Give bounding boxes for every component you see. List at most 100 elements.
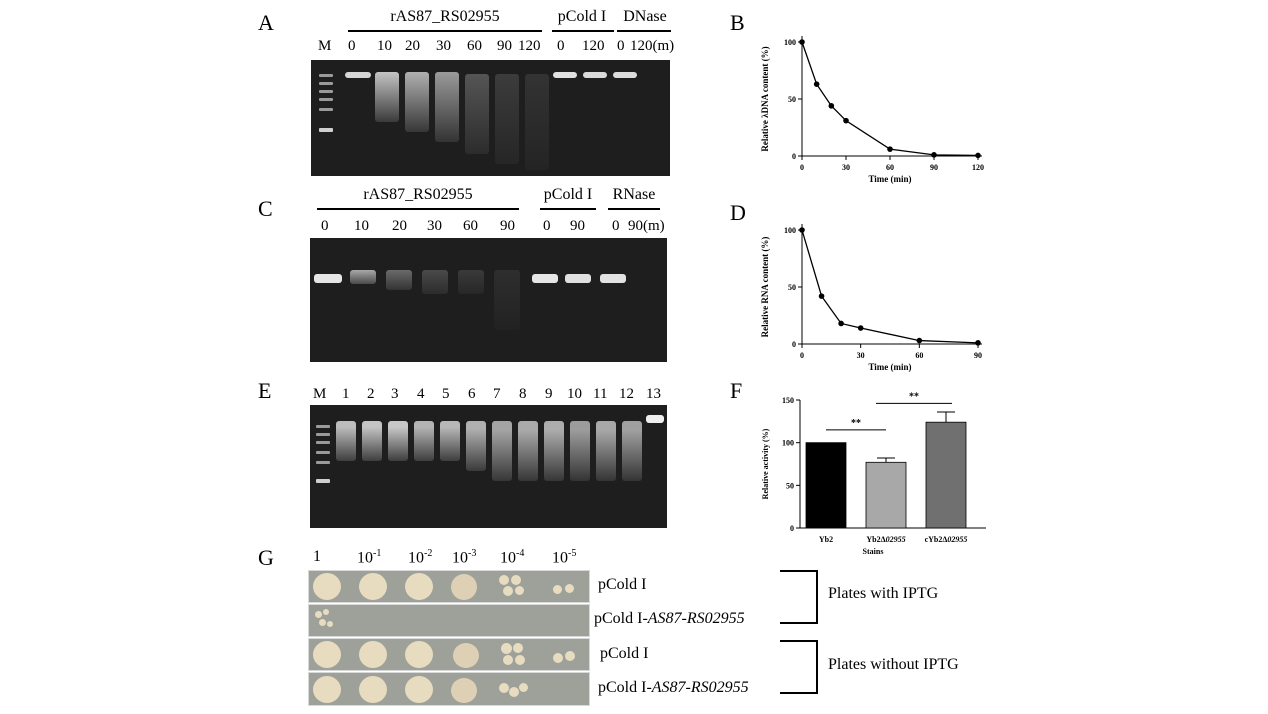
lane-label: 13 (646, 386, 661, 402)
data-point (818, 293, 825, 299)
data-point (916, 337, 923, 344)
x-tick-label: 120 (972, 163, 984, 172)
lane-label: 90 (500, 218, 515, 234)
y-tick-label: 100 (782, 439, 794, 448)
group-bar (540, 208, 596, 210)
group-bar (348, 30, 542, 32)
group-header-ras87: rAS87_RS02955 (390, 8, 500, 25)
data-point (975, 152, 981, 159)
group-header-pcold: pCold I (543, 186, 593, 203)
lane-label: 10 (377, 38, 392, 54)
dilution-label: 10-1 (357, 548, 382, 567)
lane-label: 9 (545, 386, 553, 402)
x-tick-label: 60 (886, 163, 894, 172)
lane-label: 2 (367, 386, 375, 402)
y-tick-label: 50 (786, 481, 794, 490)
chart-b: 0 50 100 0 30 60 90 120 Time (min) Relative λDNA … (760, 36, 984, 184)
lane-label: 30 (427, 218, 442, 234)
bar (925, 421, 967, 529)
lane-label: 60 (467, 38, 482, 54)
x-tick-label: 90 (930, 163, 938, 172)
x-axis-label: Time (min) (868, 174, 911, 184)
y-axis-label: Relative RNA content (%) (760, 237, 770, 338)
group-header-ras87: rAS87_RS02955 (363, 186, 473, 203)
lane-label: 10 (567, 386, 582, 402)
dilution-label: 1 (313, 548, 321, 565)
plate-label: pCold I (598, 576, 647, 593)
significance-label: ** (851, 418, 861, 429)
y-tick-label: 50 (788, 283, 796, 292)
x-tick-label: 0 (800, 163, 804, 172)
x-axis-label: Time (min) (868, 362, 911, 372)
y-axis-label: Relative activity (%) (761, 428, 770, 499)
plate-row-4 (308, 672, 590, 706)
lane-label: 0 (321, 218, 329, 234)
lane-label: 3 (391, 386, 399, 402)
category-label: cYb2Δ02955 (925, 535, 968, 544)
data-point (857, 325, 864, 331)
lane-label: 90 (497, 38, 512, 54)
bar (805, 442, 847, 529)
y-tick-label: 100 (784, 38, 796, 47)
lane-label: 120(m) (630, 38, 675, 54)
dilution-label: 10-3 (452, 548, 477, 567)
gel-image (310, 238, 667, 362)
data-point (828, 103, 835, 109)
lane-label: 6 (468, 386, 476, 402)
lane-label: 90(m) (628, 218, 665, 234)
bar (865, 461, 907, 529)
x-axis-label: Stains (863, 547, 884, 556)
gel-image (310, 405, 667, 528)
panel-letter-f: F (730, 378, 743, 403)
data-point (931, 152, 937, 158)
lane-label: 20 (405, 38, 420, 54)
panel-letter-c: C (258, 196, 273, 221)
group-bar (552, 30, 614, 32)
bracket-with-iptg (780, 570, 818, 624)
group-bar (608, 208, 660, 210)
plate-label: pCold I (600, 645, 649, 662)
lane-label: M (318, 38, 332, 54)
y-tick-label: 0 (792, 340, 796, 349)
group-header-rnase: RNase (612, 186, 656, 203)
y-tick-label: 0 (790, 524, 794, 533)
group-bar (317, 208, 519, 210)
group-header-dnase: DNase (623, 8, 667, 25)
lane-label: 0 (543, 218, 551, 234)
chart-d: 0 50 100 0 30 60 90 Time (min) Relative RNA cont… (760, 224, 982, 372)
dilution-label: 10-4 (500, 548, 525, 567)
lane-label: 12 (619, 386, 634, 402)
data-point (843, 117, 849, 124)
lane-label: 30 (436, 38, 451, 54)
lane-label: 0 (612, 218, 620, 234)
x-tick-label: 0 (800, 351, 804, 360)
y-tick-label: 150 (782, 396, 794, 405)
panel-letter-e: E (258, 378, 272, 403)
series-line (801, 229, 979, 344)
plate-row-1 (308, 570, 590, 603)
category-label: Yb2 (819, 535, 833, 544)
panel-letter-a: A (258, 10, 274, 35)
x-tick-label: 30 (842, 163, 850, 172)
panel-letter-d: D (730, 200, 746, 225)
lane-label: 20 (392, 218, 407, 234)
category-label: Yb2Δ02955 (866, 535, 905, 544)
lane-label: 10 (354, 218, 369, 234)
lane-label: 0 (557, 38, 565, 54)
y-tick-label: 50 (788, 95, 796, 104)
plate-row-2 (308, 604, 590, 637)
dilution-label: 10-2 (408, 548, 433, 567)
group-bar (617, 30, 671, 32)
dilution-label: 10-5 (552, 548, 577, 567)
panel-letter-g: G (258, 545, 274, 570)
data-point (975, 340, 981, 346)
series-line (801, 41, 979, 157)
lane-label: 60 (463, 218, 478, 234)
lane-label: 7 (493, 386, 501, 402)
data-point (799, 39, 805, 45)
bracket-without-iptg (780, 640, 818, 694)
data-point (887, 146, 893, 152)
bracket-label: Plates with IPTG (828, 585, 939, 602)
lane-label: 11 (593, 386, 608, 402)
lane-label: 8 (519, 386, 527, 402)
